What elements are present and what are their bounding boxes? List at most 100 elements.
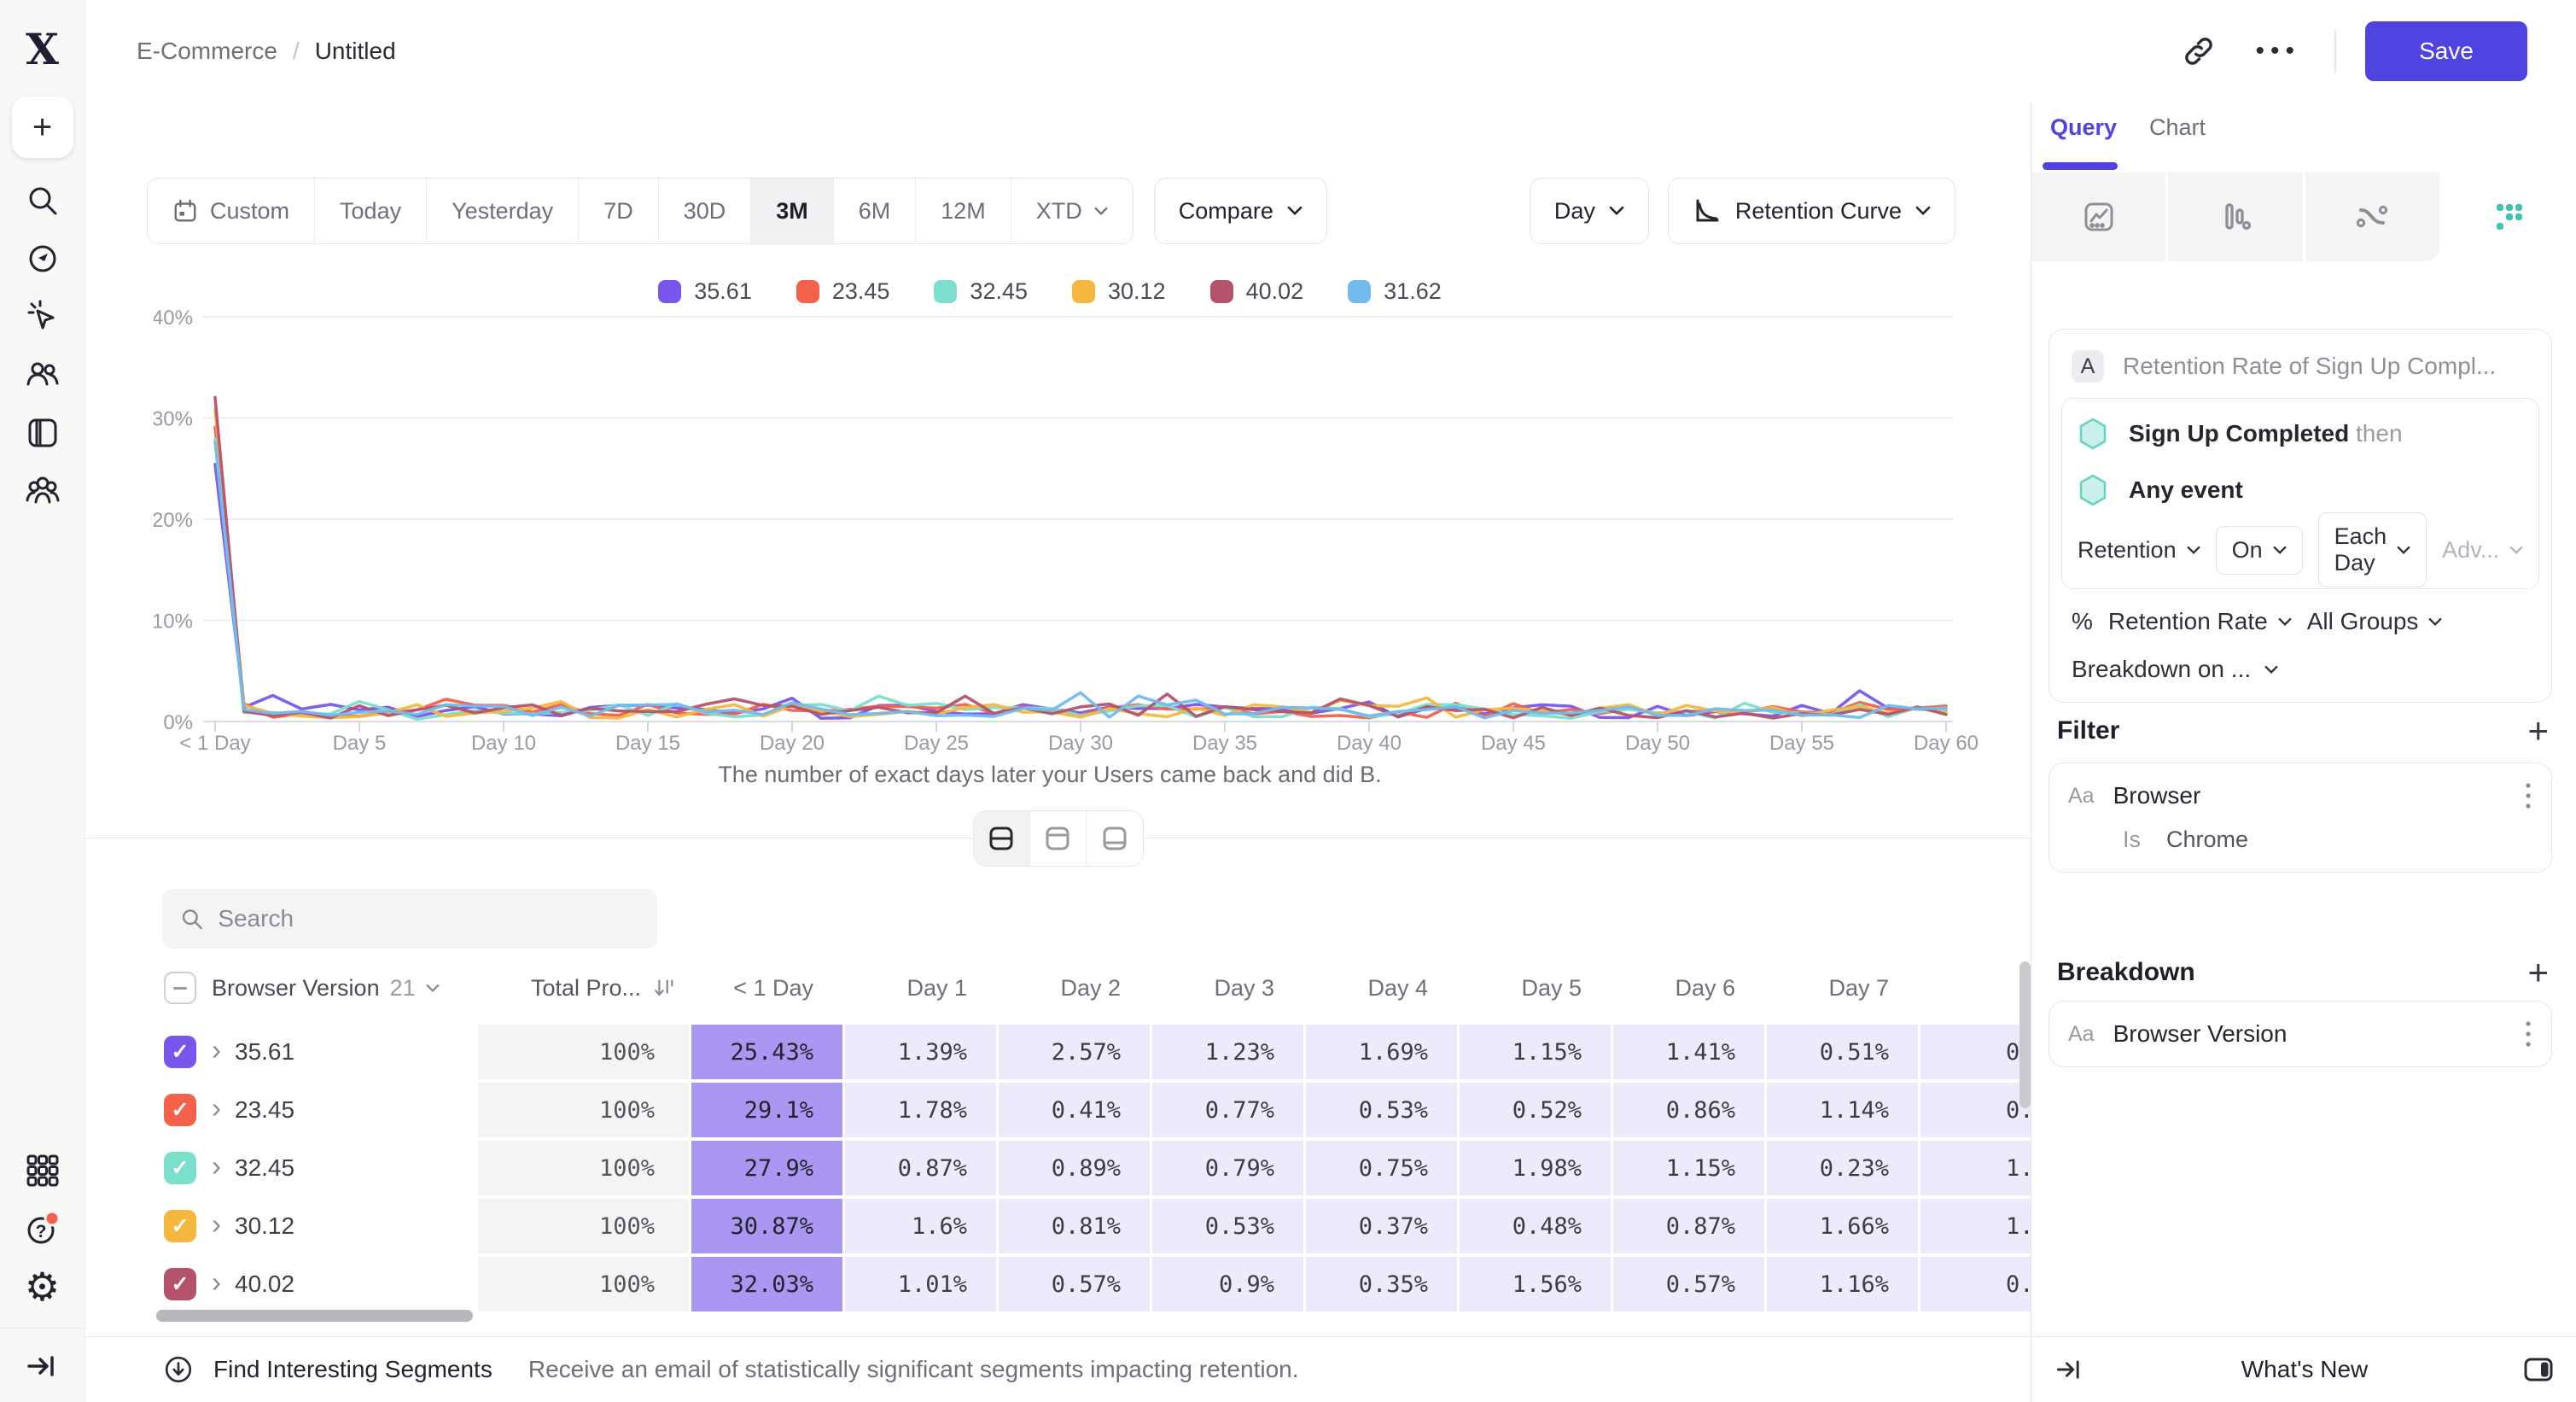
panel-toggle-icon[interactable] [2521,1352,2556,1387]
find-segments-link[interactable]: Find Interesting Segments [213,1356,492,1382]
header-day-cell[interactable]: Day 7 [1767,960,1918,1016]
clipped-value-cell[interactable]: 1. [1920,1141,2031,1195]
add-breakdown-button[interactable]: + [2527,952,2549,992]
retention-value-cell[interactable]: 0.41% [999,1083,1150,1137]
retention-value-cell[interactable]: 1.01% [845,1257,996,1311]
retention-value-cell[interactable]: 32.03% [691,1257,842,1311]
row-checkbox[interactable]: ✓ [164,1094,196,1126]
expand-row-icon[interactable]: › [212,1034,221,1066]
range-3m[interactable]: 3M [751,178,834,243]
expand-row-icon[interactable]: › [212,1266,221,1298]
settings-gear-icon[interactable]: ⚙ [24,1265,61,1309]
retention-value-cell[interactable]: 0.75% [1306,1141,1457,1195]
filter-operator[interactable]: Is [2123,827,2142,852]
retention-value-cell[interactable]: 0.37% [1306,1199,1457,1253]
retention-value-cell[interactable]: 0.87% [845,1141,996,1195]
range-6m[interactable]: 6M [834,178,917,243]
retention-value-cell[interactable]: 1.78% [845,1083,996,1137]
sort-icon[interactable] [653,977,675,999]
legend-item[interactable]: 32.45 [934,278,1028,305]
clipped-value-cell[interactable]: 1. [1920,1199,2031,1253]
query-title-row[interactable]: A Retention Rate of Sign Up Compl... [2061,340,2539,391]
vertical-scrollbar[interactable] [2019,961,2031,1108]
header-day-cell[interactable]: < 1 Day [691,960,842,1016]
clipped-value-cell[interactable]: 0. [1920,1257,2031,1311]
retention-value-cell[interactable]: 1.6% [845,1199,996,1253]
expand-row-icon[interactable]: › [212,1150,221,1182]
filter-value[interactable]: Chrome [2166,827,2249,852]
header-day-cell[interactable]: Day 1 [845,960,996,1016]
retention-value-cell[interactable]: 1.66% [1767,1199,1918,1253]
split-view-button[interactable] [973,811,1030,866]
cohorts-icon[interactable] [19,467,67,515]
retention-value-cell[interactable]: 1.15% [1613,1141,1764,1195]
header-total-cell[interactable]: Total Pro... [478,960,689,1016]
retention-value-cell[interactable]: 0.77% [1152,1083,1303,1137]
each-day-dropdown[interactable]: Each Day [2317,512,2427,587]
tab-query[interactable]: Query [2050,114,2118,140]
granularity-dropdown[interactable]: Day [1529,178,1649,244]
retention-value-cell[interactable]: 1.39% [845,1025,996,1079]
row-checkbox[interactable]: ✓ [164,1210,196,1242]
retention-value-cell[interactable]: 0.9% [1152,1257,1303,1311]
legend-item[interactable]: 30.12 [1072,278,1166,305]
retention-value-cell[interactable]: 0.89% [999,1141,1150,1195]
header-day-cell[interactable]: Day 5 [1460,960,1611,1016]
breadcrumb-parent[interactable]: E-Commerce [137,38,277,64]
retention-value-cell[interactable]: 1.98% [1460,1141,1611,1195]
retention-value-cell[interactable]: 0.57% [999,1257,1150,1311]
range-12m[interactable]: 12M [916,178,1011,243]
tab-chart[interactable]: Chart [2149,114,2206,140]
funnels-bars-icon[interactable] [2168,172,2303,261]
retention-value-cell[interactable]: 1.69% [1306,1025,1457,1079]
range-7d[interactable]: 7D [579,178,659,243]
expand-row-icon[interactable]: › [212,1208,221,1240]
chart-type-dropdown[interactable]: Retention Curve [1667,178,1955,244]
retention-value-cell[interactable]: 30.87% [691,1199,842,1253]
table-search[interactable] [162,889,657,949]
retention-value-cell[interactable]: 0.53% [1306,1083,1457,1137]
retention-value-cell[interactable]: 1.15% [1460,1025,1611,1079]
help-icon[interactable]: ? [19,1205,67,1253]
whats-new-link[interactable]: What's New [2241,1356,2369,1382]
chart-only-view-button[interactable] [1030,811,1087,866]
save-button[interactable]: Save [2365,21,2527,81]
metric-dropdown[interactable]: Retention Rate [2108,608,2292,635]
more-options-icon[interactable]: ••• [2255,37,2300,65]
filter-card[interactable]: Aa Browser Is Chrome [2049,762,2552,873]
retention-value-cell[interactable]: 29.1% [691,1083,842,1137]
retention-value-cell[interactable]: 1.14% [1767,1083,1918,1137]
expand-row-icon[interactable]: › [212,1092,221,1124]
retention-dots-icon[interactable] [2441,172,2576,261]
retention-value-cell[interactable]: 0.52% [1460,1083,1611,1137]
retention-value-cell[interactable]: 1.23% [1152,1025,1303,1079]
on-dropdown[interactable]: On [2215,525,2303,575]
clipped-value-cell[interactable]: 0. [1920,1083,2031,1137]
range-today[interactable]: Today [315,178,428,243]
breakdown-on-row[interactable]: Breakdown on ... [2061,639,2539,690]
copy-link-icon[interactable] [2182,34,2216,68]
retention-value-cell[interactable]: 1.56% [1460,1257,1611,1311]
event-step-1[interactable]: Sign Up Completed then [2078,406,2523,462]
legend-item[interactable]: 40.02 [1209,278,1303,305]
expand-sidebar-icon[interactable] [19,1342,67,1390]
breakdown-kebab-icon[interactable] [2524,1019,2532,1049]
header-day-cell[interactable]: Day 6 [1613,960,1764,1016]
discover-compass-icon[interactable] [19,235,67,283]
table-only-view-button[interactable] [1087,811,1143,866]
group-chevron[interactable] [426,984,440,993]
legend-item[interactable]: 35.61 [658,278,752,305]
filter-kebab-icon[interactable] [2524,780,2532,811]
header-day-cell[interactable]: Day 3 [1152,960,1303,1016]
retention-value-cell[interactable]: 1.16% [1767,1257,1918,1311]
retention-value-cell[interactable]: 0.87% [1613,1199,1764,1253]
search-input[interactable] [218,905,640,932]
breakdown-card[interactable]: Aa Browser Version [2049,1001,2552,1067]
retention-value-cell[interactable]: 0.35% [1306,1257,1457,1311]
search-nav-icon[interactable] [19,177,67,225]
retention-value-cell[interactable]: 27.9% [691,1141,842,1195]
event-step-2[interactable]: Any event [2078,462,2523,518]
horizontal-scrollbar[interactable] [156,1310,473,1322]
compare-button[interactable]: Compare [1153,178,1327,244]
legend-item[interactable]: 23.45 [796,278,889,305]
